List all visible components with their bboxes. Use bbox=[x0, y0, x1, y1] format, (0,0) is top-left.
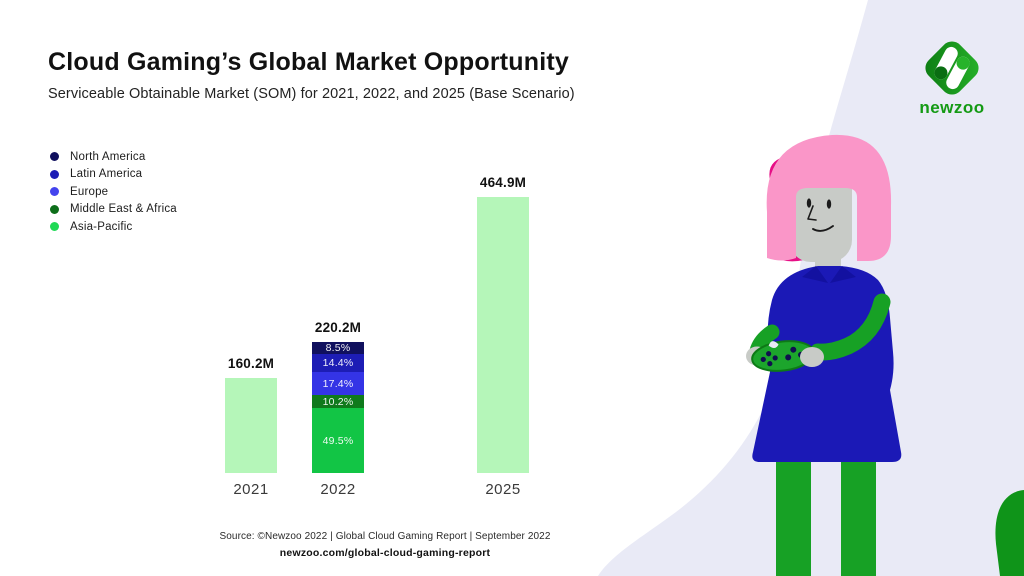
legend-label: Latin America bbox=[70, 168, 143, 181]
page-subtitle: Serviceable Obtainable Market (SOM) for … bbox=[48, 86, 575, 102]
segment-percent-label: 10.2% bbox=[322, 395, 354, 408]
legend-label: Middle East & Africa bbox=[70, 203, 177, 216]
bar-2025 bbox=[477, 197, 529, 473]
legend-item: Middle East & Africa bbox=[50, 201, 177, 219]
segment-percent-label: 17.4% bbox=[322, 377, 354, 390]
legend-dot-icon bbox=[50, 187, 59, 197]
bar-segment-All regions (no breakdown shown) bbox=[477, 197, 529, 473]
bar-total-label: 464.9M bbox=[479, 175, 527, 191]
newzoo-logo: newzoo bbox=[919, 41, 984, 117]
bar-2022: 8.5% 14.4% 17.4% 10.2% 49.5% bbox=[312, 342, 364, 473]
segment-percent-label: 49.5% bbox=[322, 434, 354, 447]
character-collar bbox=[830, 266, 856, 283]
legend-dot-icon bbox=[50, 152, 59, 162]
x-axis-label: 2025 bbox=[485, 481, 521, 498]
bar-segment-All regions (no breakdown shown) bbox=[225, 378, 277, 473]
legend-item: North America bbox=[50, 148, 177, 166]
character-hand bbox=[800, 347, 824, 367]
legend-dot-icon bbox=[50, 204, 59, 214]
character-leg bbox=[841, 440, 876, 576]
legend-dot-icon bbox=[50, 169, 59, 179]
character-eye bbox=[806, 198, 812, 208]
bar-segment-Latin America: 14.4% bbox=[312, 353, 364, 373]
character-nose bbox=[807, 205, 817, 221]
legend-item: Asia-Pacific bbox=[50, 218, 177, 236]
bar-segment-Middle East & Africa: 10.2% bbox=[312, 395, 364, 409]
legend-label: Asia-Pacific bbox=[70, 220, 133, 233]
bar-segment-Europe: 17.4% bbox=[312, 372, 364, 396]
legend-dot-icon bbox=[50, 222, 59, 232]
legend-label: Europe bbox=[70, 185, 109, 198]
character-dress bbox=[752, 266, 902, 462]
character-leg bbox=[776, 440, 811, 576]
character-arm bbox=[809, 293, 891, 361]
character-eye bbox=[826, 199, 832, 209]
chart-legend: North America Latin America Europe Middle E… bbox=[50, 148, 177, 236]
legend-item: Europe bbox=[50, 183, 177, 201]
x-axis-label: 2021 bbox=[233, 481, 269, 498]
segment-percent-label: 8.5% bbox=[325, 342, 351, 354]
bar-total-label: 220.2M bbox=[314, 320, 362, 336]
report-url: newzoo.com/global-cloud-gaming-report bbox=[279, 547, 491, 559]
segment-percent-label: 14.4% bbox=[322, 356, 354, 369]
legend-label: North America bbox=[70, 150, 146, 163]
character-hair bbox=[766, 134, 892, 261]
newzoo-diamond-icon bbox=[925, 41, 979, 95]
character-mouth bbox=[812, 225, 834, 232]
character-collar bbox=[802, 266, 828, 283]
bar-segment-North America: 8.5% bbox=[312, 342, 364, 354]
bar-total-label: 160.2M bbox=[227, 356, 275, 371]
source-block: Source: ©Newzoo 2022 | Global Cloud Gami… bbox=[105, 531, 665, 559]
source-text: Source: ©Newzoo 2022 | Global Cloud Gami… bbox=[219, 531, 551, 542]
legend-item: Latin America bbox=[50, 166, 177, 184]
page-title: Cloud Gaming’s Global Market Opportunity bbox=[48, 48, 569, 76]
corner-green-shape bbox=[995, 490, 1024, 576]
bar-2021 bbox=[225, 378, 277, 473]
bar-segment-Asia-Pacific: 49.5% bbox=[312, 408, 364, 473]
newzoo-wordmark: newzoo bbox=[919, 98, 984, 117]
x-axis-label: 2022 bbox=[320, 481, 356, 498]
